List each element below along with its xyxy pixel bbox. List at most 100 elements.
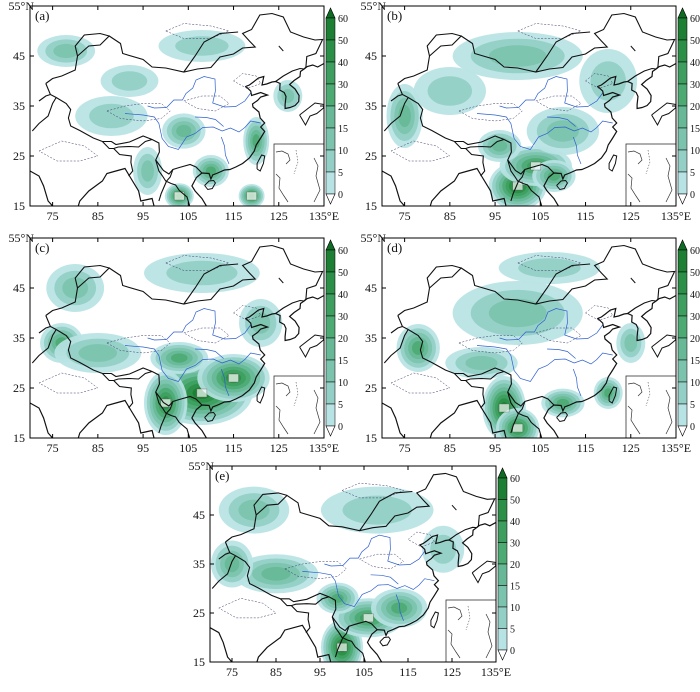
colorbar-band xyxy=(677,17,688,41)
colorbar-tick-label: 50 xyxy=(338,36,348,47)
y-tick-label: 25 xyxy=(365,149,377,163)
river-line xyxy=(476,113,613,150)
colorbar-tick-label: 40 xyxy=(338,290,348,301)
precip-feature-8-level-2 xyxy=(430,534,457,564)
colorbar-band xyxy=(677,337,688,361)
precip-feature-6-level-3 xyxy=(488,45,547,67)
x-tick-label: 95 xyxy=(137,441,149,455)
colorbar-tick-label: 0 xyxy=(690,190,695,201)
dashed-contour xyxy=(38,372,99,394)
border-line xyxy=(113,148,134,177)
island-outline xyxy=(278,45,284,52)
dashed-contour xyxy=(233,73,262,89)
colorbar-band xyxy=(325,337,336,361)
y-tick-label: 35 xyxy=(193,557,205,571)
border-line xyxy=(280,596,329,607)
inset-coast xyxy=(485,613,493,659)
colorbar-tick-label: 5 xyxy=(510,625,515,636)
x-tick-label: 85 xyxy=(92,209,104,223)
contour-label-box xyxy=(228,373,239,383)
border-line xyxy=(390,325,403,334)
colorbar-tick-label: 60 xyxy=(690,14,700,25)
panel-label: (a) xyxy=(35,8,49,23)
precip-feature-8-level-3 xyxy=(624,334,638,352)
x-tick-label: 115 xyxy=(577,441,595,455)
south-china-sea-inset xyxy=(445,599,496,662)
colorbar-tick-label: 30 xyxy=(338,80,348,91)
x-tick-label: 135°E xyxy=(309,441,339,455)
x-tick-label: 125 xyxy=(270,209,288,223)
colorbar-tick-label: 5 xyxy=(690,400,695,411)
precip-feature-6-level-3 xyxy=(488,298,547,328)
inset-coast xyxy=(275,150,291,165)
precip-feature-8-level-3 xyxy=(251,312,271,334)
river-line xyxy=(195,116,224,127)
border-line xyxy=(535,31,591,73)
coastline xyxy=(74,167,155,206)
colorbar-tick-label: 60 xyxy=(338,14,348,25)
border-line xyxy=(31,97,57,132)
border-line xyxy=(211,555,236,589)
border-line xyxy=(390,93,403,102)
inset-line xyxy=(465,605,471,631)
colorbar-band xyxy=(497,628,508,651)
dashed-contour xyxy=(233,305,262,321)
x-tick-label: 125 xyxy=(622,441,640,455)
contour-label-box xyxy=(363,613,374,623)
precip-feature-6-level-3 xyxy=(238,499,270,521)
colorbar-band xyxy=(677,381,688,405)
colorbar-tick-label: 20 xyxy=(510,560,520,571)
x-tick-label: 135°E xyxy=(481,665,511,679)
border-line xyxy=(158,169,174,202)
border-line xyxy=(397,12,676,84)
river-line xyxy=(147,308,251,341)
dashed-contour xyxy=(390,140,451,162)
dashed-contour xyxy=(183,327,230,344)
inset-line xyxy=(645,381,651,407)
border-line xyxy=(275,299,305,314)
inset-coast xyxy=(275,382,291,397)
y-tick-label: 45 xyxy=(365,49,377,63)
colorbar-band xyxy=(497,563,508,586)
contour-label-box xyxy=(512,423,523,433)
border-line xyxy=(158,401,174,434)
inset-coast xyxy=(627,173,641,203)
river-line xyxy=(220,368,230,397)
x-tick-label: 85 xyxy=(444,209,456,223)
colorbar-band xyxy=(677,127,688,151)
inset-frame xyxy=(273,143,324,206)
inset-coast xyxy=(275,405,289,435)
y-tick-label: 25 xyxy=(13,149,25,163)
inset-frame xyxy=(273,375,324,438)
coastline xyxy=(30,170,54,206)
border-line xyxy=(465,380,486,409)
y-tick-label: 35 xyxy=(13,99,25,113)
border-line xyxy=(426,32,462,57)
contour-label-box xyxy=(160,398,171,408)
precip-feature-7-level-2 xyxy=(342,495,412,525)
y-tick-label: 15 xyxy=(13,431,25,445)
island-outline xyxy=(608,154,618,172)
colorbar-tick-label: 10 xyxy=(338,378,348,389)
coastline xyxy=(543,294,676,438)
island-outline xyxy=(278,277,284,284)
colorbar-tick-label: 30 xyxy=(510,539,520,550)
dashed-contour xyxy=(585,73,614,89)
colorbar-band xyxy=(325,403,336,427)
colorbar-band xyxy=(677,105,688,129)
colorbar-tick-label: 15 xyxy=(690,124,700,135)
colorbar-band xyxy=(677,39,688,63)
colorbar-band xyxy=(325,127,336,151)
border-line xyxy=(102,370,153,382)
y-tick-label: 25 xyxy=(13,381,25,395)
y-tick-label: 15 xyxy=(365,199,377,213)
island-outline xyxy=(556,179,568,191)
coastline xyxy=(426,167,507,206)
colorbar-band xyxy=(677,249,688,273)
map-content xyxy=(30,12,324,206)
border-line xyxy=(291,605,311,633)
precip-feature-8-level-2 xyxy=(111,71,148,91)
